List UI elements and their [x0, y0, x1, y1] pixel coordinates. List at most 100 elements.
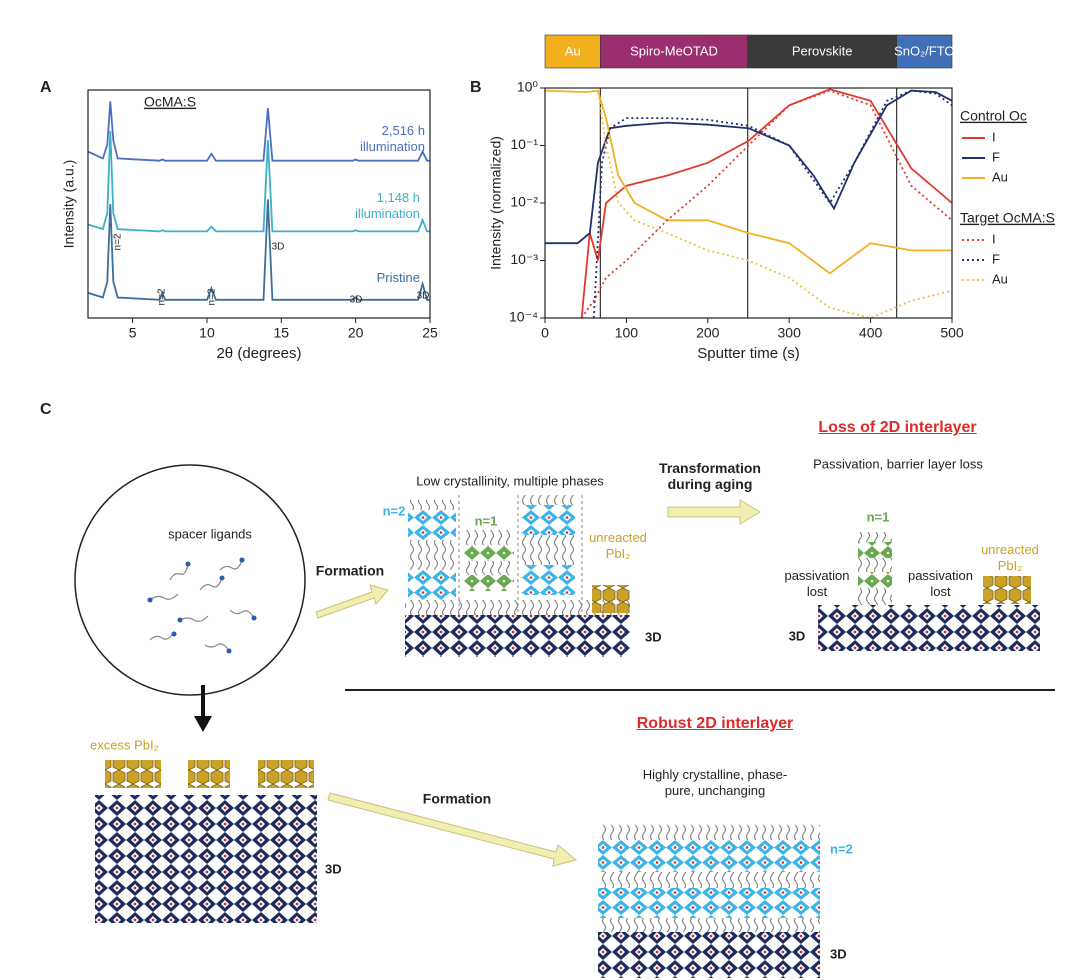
x-tick-label: 5 [129, 325, 137, 341]
lattice-n1 [858, 572, 892, 588]
label: n=1 [867, 509, 890, 524]
legend-title: Target OcMA:S [960, 210, 1055, 226]
y-axis-label: Intensity (a.u.) [61, 160, 77, 249]
lattice-2d [408, 510, 456, 540]
x-tick-label: 25 [422, 325, 438, 341]
series-line [88, 130, 430, 233]
ligand-layer [858, 588, 892, 605]
pbi2 [105, 760, 161, 788]
pbi2 [188, 760, 230, 788]
label: Passivation, barrier layer loss [813, 456, 983, 471]
label: Highly crystalline, phase-pure, unchangi… [642, 767, 788, 798]
legend-label: I [992, 129, 996, 144]
lattice-3d [598, 932, 820, 978]
x-tick-label: 200 [696, 325, 720, 341]
y-tick-label: 10⁻¹ [510, 136, 538, 152]
ligand-layer [521, 535, 575, 565]
panel-label: B [470, 79, 482, 96]
legend-title: Control Oc [960, 108, 1027, 124]
arrow-transformation [667, 499, 761, 525]
legend-label: F [992, 251, 1000, 266]
x-tick-label: 300 [778, 325, 802, 341]
ligand-layer [464, 561, 514, 575]
lattice-3d [818, 605, 1040, 651]
y-tick-label: 10⁻³ [510, 251, 538, 267]
y-tick-label: 10⁻⁴ [509, 309, 538, 325]
diagram: spacer ligands Formation Low crystallini… [74, 456, 1055, 978]
series-line [545, 89, 952, 318]
label: passivation lost [784, 568, 850, 599]
label: unreacted PbI₂ [589, 530, 647, 561]
lattice-2d [521, 565, 575, 595]
label: Formation [316, 563, 384, 579]
label: Formation [423, 791, 491, 807]
layer-band [544, 34, 601, 69]
panel-label: C [40, 401, 52, 418]
x-tick-label: 100 [615, 325, 639, 341]
layer-label: Perovskite [792, 43, 853, 58]
ligand-layer [858, 532, 892, 542]
layer-label: Spiro-MeOTAD [630, 43, 718, 58]
lattice-3d [405, 615, 630, 657]
pbi2 [983, 576, 1031, 604]
series-line [545, 89, 952, 275]
label: 3D [325, 861, 342, 876]
x-tick-label: 10 [199, 325, 215, 341]
lattice-n1 [858, 542, 892, 558]
arrow-formation [327, 792, 578, 867]
pbi2 [258, 760, 314, 788]
ligand-circle [74, 464, 306, 696]
label: 3D [789, 628, 806, 643]
title: Robust 2D interlayer [636, 715, 794, 732]
y-tick-label: 10⁰ [517, 79, 539, 95]
annotation: OcMA:S [144, 94, 196, 110]
legend-label: I [992, 231, 996, 246]
label: Low crystallinity, multiple phases [416, 473, 604, 488]
lattice-3d [95, 795, 317, 923]
ligand-layer [408, 500, 456, 510]
ligands [149, 559, 255, 652]
ligand-layer [405, 600, 630, 615]
lattice-n1 [464, 545, 514, 561]
lattice-2d [408, 570, 456, 600]
annotation: n=2 [113, 233, 124, 250]
phase-boundaries [458, 495, 583, 612]
layer-label: SnO₂/FTO [894, 43, 954, 58]
ligand-heads [147, 557, 257, 654]
arrow-head [194, 716, 212, 732]
label: n=2 [830, 841, 853, 856]
series-line [592, 89, 952, 318]
panel-label: A [40, 79, 52, 96]
series-line [545, 89, 952, 245]
ligand-layer [521, 495, 575, 505]
label: 3D [645, 629, 662, 644]
ligand-layer [858, 558, 892, 572]
x-tick-label: 500 [940, 325, 964, 341]
label: excess PbI₂ [90, 737, 159, 752]
annotation: 3D [350, 295, 363, 306]
label: spacer ligands [168, 526, 252, 541]
x-tick-label: 15 [274, 325, 290, 341]
lattice-2d [598, 888, 820, 918]
lattice-n1 [464, 575, 514, 591]
series-label: 1,148 h illumination [354, 190, 420, 221]
lattice-2d [598, 840, 820, 872]
y-tick-label: 10⁻² [510, 194, 538, 210]
ligand-layer [598, 918, 820, 932]
x-axis-label: 2θ (degrees) [216, 345, 301, 362]
x-tick-label: 400 [859, 325, 883, 341]
legend-label: Au [992, 169, 1008, 184]
y-axis-label: Intensity (normalized) [488, 136, 504, 270]
pbi2 [592, 585, 630, 613]
legend-label: Au [992, 271, 1008, 286]
label: Transformation during aging [659, 460, 761, 492]
label: unreacted PbI₂ [981, 542, 1039, 573]
ligand-layer [464, 530, 514, 545]
series-label: 2,516 h illumination [359, 123, 425, 154]
series-label: Pristine [376, 270, 420, 285]
title: Loss of 2D interlayer [818, 419, 977, 436]
annotation: n=2 [157, 288, 168, 305]
ligand-layer [598, 872, 820, 888]
series-line [88, 199, 430, 301]
